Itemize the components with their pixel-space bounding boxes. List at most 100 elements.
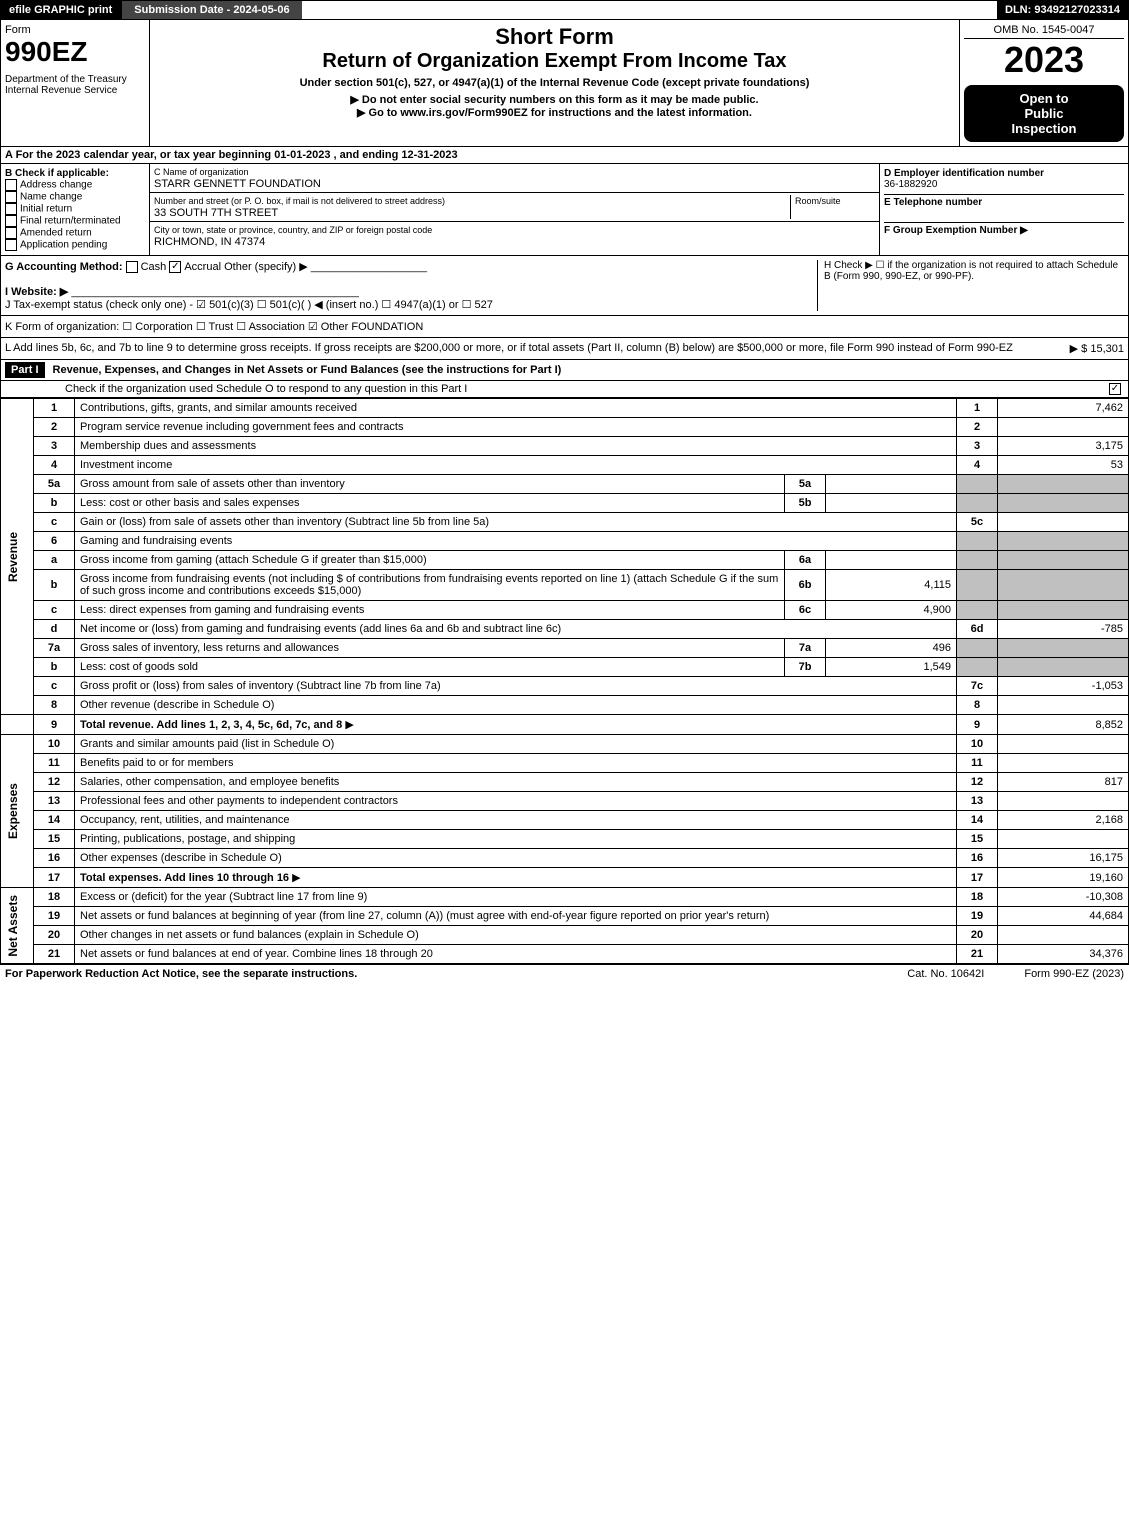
sub-5a: 5a <box>785 475 826 494</box>
goto-link[interactable]: ▶ Go to www.irs.gov/Form990EZ for instru… <box>154 106 955 119</box>
label-other: Other (specify) ▶ <box>224 261 308 273</box>
ln-18: 18 <box>34 888 75 907</box>
ln-5a: 5a <box>34 475 75 494</box>
ln-15: 15 <box>34 830 75 849</box>
desc-7a: Gross sales of inventory, less returns a… <box>80 642 339 654</box>
header-left: Form 990EZ Department of the Treasury In… <box>1 20 150 146</box>
sub-6c: 6c <box>785 601 826 620</box>
check-address-change[interactable] <box>5 179 17 191</box>
part1-check-row: Check if the organization used Schedule … <box>0 381 1129 398</box>
check-accrual[interactable] <box>169 261 181 273</box>
group-exemption-label: F Group Exemption Number ▶ <box>884 225 1028 236</box>
efile-print[interactable]: efile GRAPHIC print <box>1 1 120 19</box>
num-19: 19 <box>957 907 998 926</box>
ln-6d: d <box>34 620 75 639</box>
city: RICHMOND, IN 47374 <box>154 236 265 248</box>
shade-6-val <box>998 532 1129 551</box>
line-l-val: ▶ $ 15,301 <box>1024 342 1124 355</box>
open-line3: Inspection <box>970 121 1118 136</box>
sub-6b: 6b <box>785 570 826 601</box>
num-8: 8 <box>957 696 998 715</box>
header-mid: Short Form Return of Organization Exempt… <box>150 20 959 146</box>
ln-6: 6 <box>34 532 75 551</box>
shade-6 <box>957 532 998 551</box>
desc-14: Occupancy, rent, utilities, and maintena… <box>80 814 290 826</box>
check-pending[interactable] <box>5 239 17 251</box>
check-name-change[interactable] <box>5 191 17 203</box>
desc-20: Other changes in net assets or fund bala… <box>80 929 419 941</box>
desc-6b: Gross income from fundraising events (no… <box>80 573 778 597</box>
part1-check-text: Check if the organization used Schedule … <box>65 383 1109 395</box>
footer-left: For Paperwork Reduction Act Notice, see … <box>5 968 357 980</box>
desc-7b: Less: cost of goods sold <box>80 661 198 673</box>
ein-label: D Employer identification number <box>884 168 1044 179</box>
subval-5b <box>826 494 957 513</box>
sub-7a: 7a <box>785 639 826 658</box>
label-initial-return: Initial return <box>20 204 72 215</box>
subval-7b: 1,549 <box>826 658 957 677</box>
num-6d: 6d <box>957 620 998 639</box>
ln-9: 9 <box>34 715 75 735</box>
num-7c: 7c <box>957 677 998 696</box>
revenue-vert-label: Revenue <box>1 399 34 715</box>
desc-16: Other expenses (describe in Schedule O) <box>80 852 282 864</box>
website-label: I Website: ▶ <box>5 286 68 298</box>
label-pending: Application pending <box>20 240 107 251</box>
street-label: Number and street (or P. O. box, if mail… <box>154 196 445 206</box>
sub-6a: 6a <box>785 551 826 570</box>
shade-7b <box>957 658 998 677</box>
ln-14: 14 <box>34 811 75 830</box>
shade-7a <box>957 639 998 658</box>
sub-7b: 7b <box>785 658 826 677</box>
val-18: -10,308 <box>998 888 1129 907</box>
desc-7c: Gross profit or (loss) from sales of inv… <box>80 680 441 692</box>
ln-12: 12 <box>34 773 75 792</box>
part1-schedule-o-check[interactable] <box>1109 383 1121 395</box>
desc-8: Other revenue (describe in Schedule O) <box>80 699 274 711</box>
info-grid: B Check if applicable: Address change Na… <box>0 164 1129 256</box>
val-1: 7,462 <box>998 399 1129 418</box>
val-7c: -1,053 <box>998 677 1129 696</box>
main-title: Return of Organization Exempt From Incom… <box>154 50 955 73</box>
num-10: 10 <box>957 735 998 754</box>
subval-7a: 496 <box>826 639 957 658</box>
desc-11: Benefits paid to or for members <box>80 757 233 769</box>
short-form-title: Short Form <box>154 24 955 50</box>
desc-12: Salaries, other compensation, and employ… <box>80 776 339 788</box>
desc-13: Professional fees and other payments to … <box>80 795 398 807</box>
part1-tag: Part I <box>5 362 45 378</box>
desc-4: Investment income <box>80 459 172 471</box>
label-amended: Amended return <box>20 228 92 239</box>
street: 33 SOUTH 7TH STREET <box>154 207 278 219</box>
shade-6a <box>957 551 998 570</box>
subtitle: Under section 501(c), 527, or 4947(a)(1)… <box>154 77 955 89</box>
check-amended[interactable] <box>5 227 17 239</box>
check-final-return[interactable] <box>5 215 17 227</box>
col-b-label: B Check if applicable: <box>5 168 109 179</box>
ln-8: 8 <box>34 696 75 715</box>
name-label: C Name of organization <box>154 167 249 177</box>
desc-21: Net assets or fund balances at end of ye… <box>80 948 433 960</box>
check-cash[interactable] <box>126 261 138 273</box>
desc-15: Printing, publications, postage, and shi… <box>80 833 295 845</box>
num-1: 1 <box>957 399 998 418</box>
label-address-change: Address change <box>20 180 92 191</box>
subval-5a <box>826 475 957 494</box>
val-17: 19,160 <box>998 868 1129 888</box>
top-bar: efile GRAPHIC print Submission Date - 20… <box>0 0 1129 20</box>
part1-title: Revenue, Expenses, and Changes in Net As… <box>53 364 1124 376</box>
subval-6b: 4,115 <box>826 570 957 601</box>
desc-9: Total revenue. Add lines 1, 2, 3, 4, 5c,… <box>80 719 342 731</box>
num-18: 18 <box>957 888 998 907</box>
form-header: Form 990EZ Department of the Treasury In… <box>0 20 1129 147</box>
val-8 <box>998 696 1129 715</box>
ln-7a: 7a <box>34 639 75 658</box>
desc-6a: Gross income from gaming (attach Schedul… <box>80 554 427 566</box>
form-number: 990EZ <box>5 36 145 68</box>
label-name-change: Name change <box>20 192 82 203</box>
check-initial-return[interactable] <box>5 203 17 215</box>
ln-20: 20 <box>34 926 75 945</box>
num-20: 20 <box>957 926 998 945</box>
val-15 <box>998 830 1129 849</box>
expenses-vert-label: Expenses <box>1 735 34 888</box>
